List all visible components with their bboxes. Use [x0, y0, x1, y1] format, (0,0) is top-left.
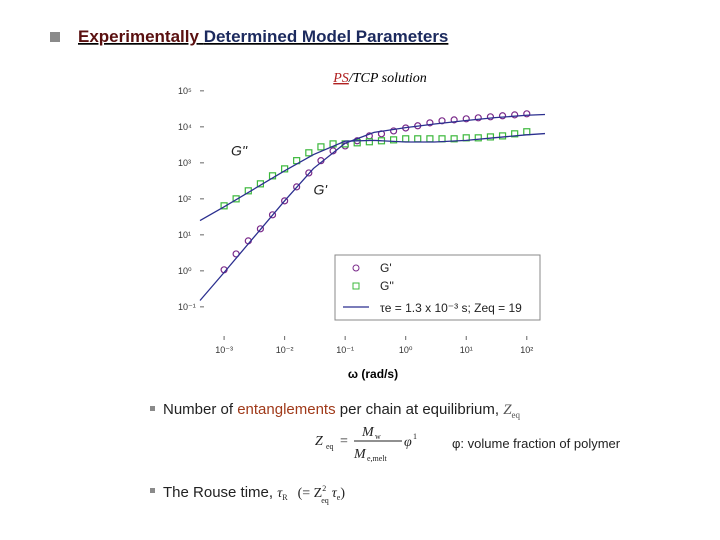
annotation: G'' [231, 142, 249, 158]
data-point [268, 211, 277, 219]
chart-title: PS/TCP solution [332, 71, 427, 86]
data-point [305, 149, 313, 157]
bullet-text: entanglements [237, 401, 335, 418]
bullet-marker [150, 488, 155, 493]
math-symbol: φ [404, 435, 412, 450]
data-point [426, 119, 434, 127]
bullet-text: The Rouse time, [163, 484, 277, 501]
bullet-marker [150, 406, 155, 411]
data-point [293, 183, 301, 191]
title-part: Experimentally [78, 27, 199, 46]
y-tick-label: 10⁰ [178, 266, 192, 276]
math-symbol: τ [332, 486, 338, 501]
math-sub: eq [321, 496, 329, 505]
data-point [402, 135, 410, 143]
x-tick-label: 10⁻² [276, 345, 294, 355]
y-tick-label: 10³ [178, 158, 191, 168]
data-point [474, 134, 482, 142]
legend-swatch [352, 282, 360, 290]
math-symbol: M [353, 447, 367, 462]
annotation: G' [314, 182, 329, 198]
model-line [199, 113, 546, 301]
math-symbol: Z [503, 402, 512, 418]
chart-title-part: /TCP solution [348, 71, 427, 86]
data-point [256, 225, 265, 233]
note: φ: volume fraction of polymer [452, 436, 621, 451]
data-point [317, 143, 325, 151]
data-point [511, 111, 519, 119]
data-point [486, 133, 495, 141]
math-sub: R [282, 493, 288, 502]
math-text: (= Z [298, 486, 323, 501]
y-tick-label: 10² [178, 194, 191, 204]
math-symbol: τ [277, 486, 283, 501]
data-point [389, 127, 398, 135]
y-tick-label: 10⁵ [178, 86, 192, 96]
data-point [523, 128, 531, 136]
data-point [389, 136, 398, 144]
x-axis-label: ω (rad/s) [348, 367, 398, 381]
data-point [353, 139, 361, 147]
chart-title-part: PS [332, 71, 349, 86]
y-tick-label: 10¹ [178, 230, 191, 240]
slide-title: Experimentally Determined Model Paramete… [78, 27, 448, 46]
model-line [199, 132, 546, 222]
x-tick-label: 10⁻¹ [336, 345, 354, 355]
x-tick-label: 10¹ [460, 345, 473, 355]
bullet-1: Number of entanglements per chain at equ… [163, 401, 521, 420]
math-sup: 2 [322, 484, 326, 493]
math-sub: e,melt [367, 454, 388, 463]
data-point [414, 135, 422, 143]
math-symbol: Z [315, 434, 323, 449]
data-point [281, 197, 289, 205]
legend-label: G' [380, 261, 392, 275]
data-point [486, 113, 495, 121]
data-point [474, 114, 482, 122]
bullet-text: per chain at equilibrium, [336, 401, 504, 418]
data-point [365, 138, 373, 146]
data-point [232, 195, 240, 203]
title-part: Determined Model Parameters [204, 27, 449, 46]
legend-label: τe = 1.3 x 10⁻³ s; Zeq = 19 [380, 301, 522, 315]
formula: Z eq = M w M e,melt φ 1 [315, 425, 417, 463]
data-point [498, 112, 507, 120]
data-point [462, 115, 470, 123]
math-sub: e [337, 493, 341, 502]
legend-box [334, 254, 541, 321]
x-tick-label: 10² [520, 345, 533, 355]
legend-label: G'' [380, 279, 394, 293]
bullet-2: The Rouse time, τR (= Z2 eq τe) [163, 484, 345, 505]
data-point [450, 116, 458, 124]
data-point [220, 202, 228, 210]
y-tick-label: 10⁻¹ [178, 302, 196, 312]
data-point [498, 132, 507, 140]
x-tick-label: 10⁻³ [215, 345, 233, 355]
math-sub: eq [326, 442, 334, 451]
x-tick-label: 10⁰ [399, 345, 413, 355]
math-sub: w [375, 432, 381, 441]
title-bullet [50, 32, 60, 42]
data-point [305, 169, 313, 177]
math-sub: eq [512, 410, 521, 420]
math-op: = [340, 434, 348, 449]
y-tick-label: 10⁴ [178, 122, 192, 132]
data-point [523, 110, 531, 118]
plot: 10⁻¹ 10⁰ 10¹ 10² 10³ 10⁴ 10⁵ 10⁻³ 10⁻² 10⁻¹ 10⁰ 10¹… [178, 86, 546, 355]
legend-swatch [352, 264, 360, 272]
bullet-text: Number of [163, 401, 237, 418]
math-text: ) [340, 486, 345, 501]
math-sup: 1 [413, 432, 417, 441]
data-point [511, 130, 519, 138]
data-point [426, 135, 434, 143]
data-point [450, 135, 458, 143]
math-symbol: M [361, 425, 375, 440]
